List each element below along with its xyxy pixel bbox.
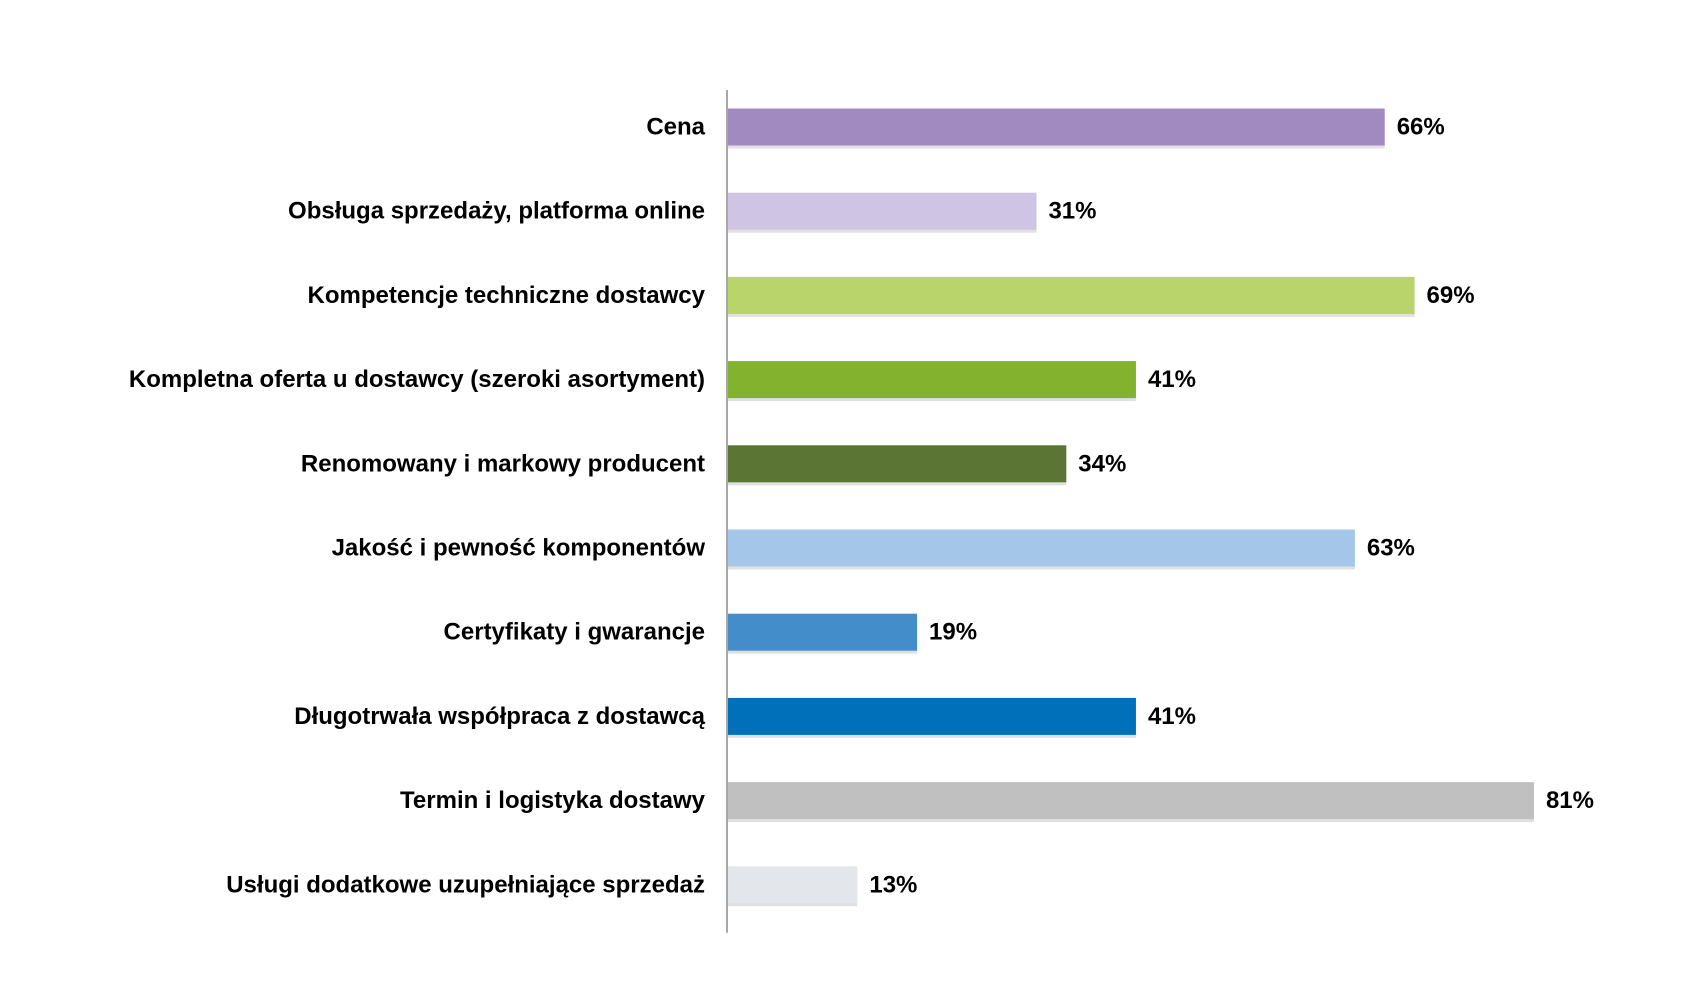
- category-label: Długotrwała współpraca z dostawcą: [294, 703, 705, 730]
- category-label: Kompletna oferta u dostawcy (szeroki aso…: [129, 366, 705, 393]
- category-label: Renomowany i markowy producent: [301, 450, 705, 477]
- value-label: 34%: [1078, 450, 1126, 477]
- value-label: 81%: [1546, 787, 1594, 814]
- bar-8: [728, 697, 1136, 735]
- bars-layer: [728, 108, 1534, 907]
- category-label: Cena: [646, 114, 705, 141]
- value-label: 63%: [1367, 535, 1415, 562]
- value-labels: 66% 31% 69% 41% 34% 63% 19% 41% 81% 13%: [869, 114, 1594, 899]
- bar-6: [728, 529, 1355, 567]
- value-label: 31%: [1048, 198, 1096, 225]
- bar-7: [728, 613, 918, 651]
- bar-10: [728, 866, 858, 904]
- value-label: 41%: [1148, 703, 1196, 730]
- value-label: 41%: [1148, 366, 1196, 393]
- bar-4: [728, 361, 1136, 399]
- value-label: 13%: [869, 871, 917, 898]
- category-label: Jakość i pewność komponentów: [332, 535, 706, 562]
- category-label: Termin i logistyka dostawy: [400, 787, 706, 814]
- bar-1: [728, 108, 1385, 146]
- category-label: Kompetencje techniczne dostawcy: [308, 282, 706, 309]
- bar-3: [728, 276, 1415, 314]
- bar-9: [728, 782, 1534, 820]
- value-label: 19%: [929, 619, 977, 646]
- bar-5: [728, 445, 1067, 483]
- category-label: Usługi dodatkowe uzupełniające sprzedaż: [226, 871, 705, 898]
- value-label: 69%: [1427, 282, 1475, 309]
- category-labels: Cena Obsługa sprzedaży, platforma online K…: [129, 114, 706, 899]
- category-label: Obsługa sprzedaży, platforma online: [288, 198, 705, 225]
- value-label: 66%: [1397, 114, 1445, 141]
- bar-2: [728, 192, 1037, 230]
- category-label: Certyfikaty i gwarancje: [444, 619, 705, 646]
